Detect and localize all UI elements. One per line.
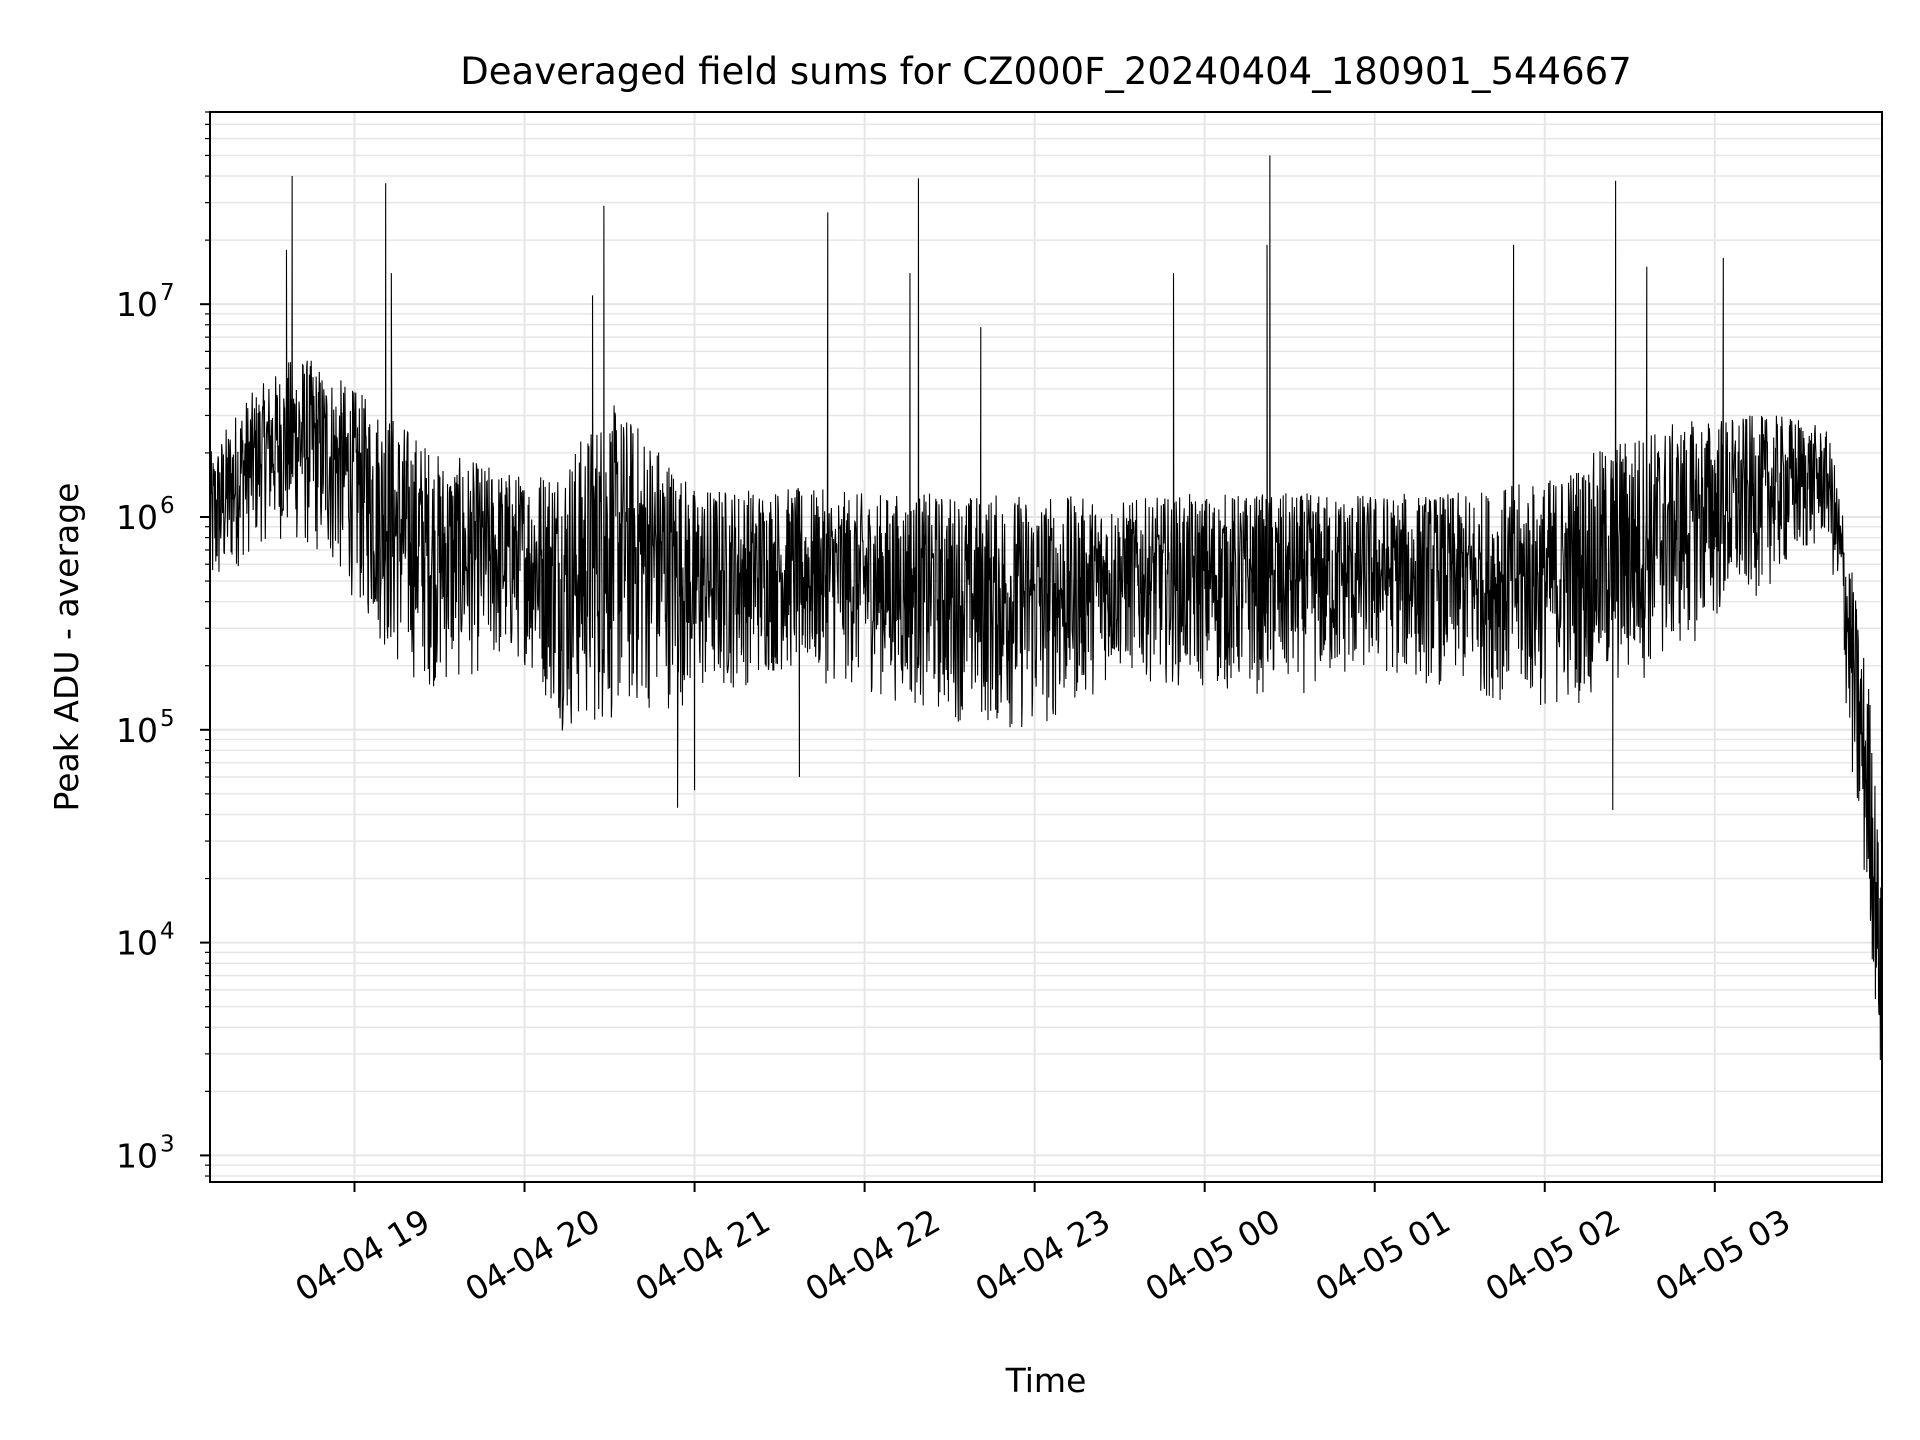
x-tick-label: 04-05 02 [1479, 1201, 1627, 1309]
y-tick-label: 10 [116, 498, 158, 537]
y-tick-exponent: 5 [160, 706, 175, 732]
x-axis-label: Time [1005, 1361, 1087, 1400]
x-axis: 04-04 19 04-04 20 04-04 21 04-04 22 04-04 23… [288, 1182, 1797, 1309]
y-tick-exponent: 4 [160, 919, 175, 945]
y-tick-exponent: 7 [160, 280, 175, 306]
chart-title: Deaveraged field sums for CZ000F_2024040… [460, 50, 1631, 93]
y-tick-label: 10 [116, 924, 158, 963]
x-tick-label: 04-04 19 [288, 1201, 436, 1309]
x-tick-label: 04-04 21 [629, 1201, 777, 1309]
x-tick-label: 04-04 23 [969, 1201, 1117, 1309]
x-tick-label: 04-05 00 [1139, 1201, 1287, 1309]
grid [210, 111, 1882, 1182]
x-tick-label: 04-04 20 [459, 1201, 607, 1309]
y-axis-label: Peak ADU - average [47, 483, 86, 812]
plot-frame [209, 111, 1883, 1183]
y-tick-label: 10 [116, 1136, 158, 1175]
y-tick-exponent: 3 [160, 1131, 175, 1157]
y-tick-label: 10 [116, 285, 158, 324]
y-tick-exponent: 6 [160, 493, 175, 519]
x-tick-label: 04-05 03 [1649, 1201, 1797, 1309]
data-series-line [209, 155, 1883, 1061]
y-tick-label: 10 [116, 711, 158, 750]
x-tick-label: 04-04 22 [799, 1201, 947, 1309]
data-layer [209, 155, 1883, 1061]
x-tick-label: 04-05 01 [1309, 1201, 1457, 1309]
